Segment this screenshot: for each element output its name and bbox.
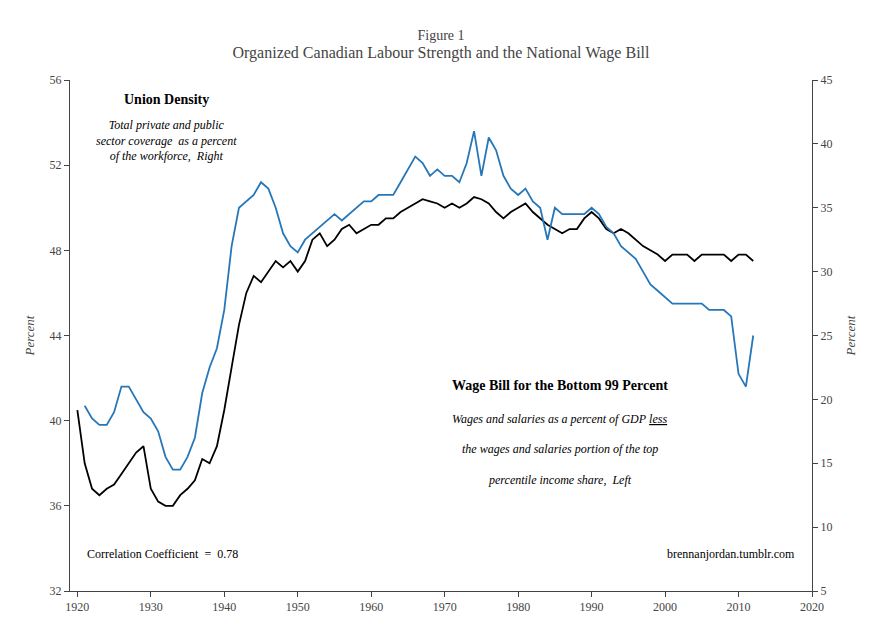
svg-text:Correlation Coefficient = 0.: Correlation Coefficient = 0.78 <box>87 547 238 561</box>
svg-text:1930: 1930 <box>139 600 163 614</box>
svg-text:Figure 1Organized Canadian Lab: Figure 1Organized Canadian Labour Streng… <box>233 28 651 62</box>
svg-text:15: 15 <box>820 456 832 470</box>
svg-text:2020: 2020 <box>800 600 824 614</box>
svg-text:1970: 1970 <box>433 600 457 614</box>
svg-text:2000: 2000 <box>653 600 677 614</box>
svg-text:44: 44 <box>50 329 62 343</box>
svg-text:10: 10 <box>820 520 832 534</box>
svg-text:Percent: Percent <box>22 315 37 356</box>
svg-text:Wages and salaries as a percen: Wages and salaries as a percent of GDP l… <box>452 412 667 426</box>
svg-text:30: 30 <box>820 265 832 279</box>
svg-text:1920: 1920 <box>65 600 89 614</box>
svg-text:40: 40 <box>820 137 832 151</box>
svg-text:20: 20 <box>820 393 832 407</box>
svg-text:the wages and salaries portion: the wages and salaries portion of the to… <box>462 442 658 456</box>
svg-text:Percent: Percent <box>843 315 858 356</box>
svg-text:40: 40 <box>50 414 62 428</box>
svg-text:25: 25 <box>820 329 832 343</box>
svg-text:percentile income share, Left: percentile income share, Left <box>488 473 632 487</box>
svg-text:35: 35 <box>820 201 832 215</box>
svg-text:Union Density: Union Density <box>124 92 209 107</box>
svg-text:52: 52 <box>50 158 62 172</box>
svg-text:brennanjordan.tumblr.com: brennanjordan.tumblr.com <box>667 547 795 561</box>
svg-text:1940: 1940 <box>212 600 236 614</box>
svg-text:1990: 1990 <box>580 600 604 614</box>
svg-text:2010: 2010 <box>727 600 751 614</box>
svg-text:1960: 1960 <box>359 600 383 614</box>
svg-text:45: 45 <box>820 73 832 87</box>
svg-text:Total private and publicsector: Total private and publicsector coverage … <box>96 118 237 163</box>
svg-text:1950: 1950 <box>286 600 310 614</box>
svg-text:32: 32 <box>50 584 62 598</box>
svg-text:36: 36 <box>50 499 62 513</box>
svg-text:5: 5 <box>820 584 826 598</box>
svg-text:56: 56 <box>50 73 62 87</box>
svg-text:48: 48 <box>50 244 62 258</box>
svg-text:1980: 1980 <box>506 600 530 614</box>
svg-text:Wage Bill for the Bottom 99 Pe: Wage Bill for the Bottom 99 Percent <box>452 378 668 393</box>
